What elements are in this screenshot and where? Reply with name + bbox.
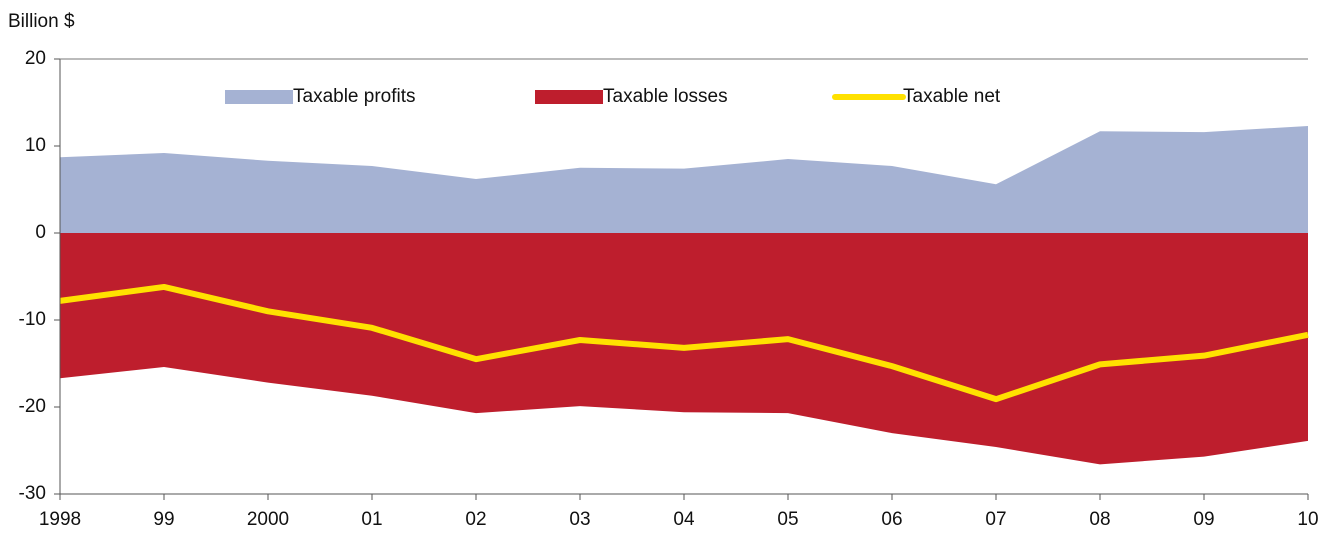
- legend-label: Taxable losses: [603, 86, 728, 107]
- area: [60, 125, 1308, 233]
- x-tick-label: 05: [777, 509, 798, 530]
- x-tick-label: 03: [569, 509, 590, 530]
- y-tick-label: -10: [19, 309, 46, 330]
- y-tick-label: -30: [19, 483, 46, 504]
- x-tick-label: 07: [985, 509, 1006, 530]
- x-tick-label: 02: [465, 509, 486, 530]
- y-tick-label: 0: [35, 222, 46, 243]
- y-tick-label: -20: [19, 396, 46, 417]
- y-axis-label: Billion $: [8, 11, 75, 32]
- y-tick-label: 20: [25, 48, 46, 69]
- legend-swatch: [535, 90, 603, 104]
- x-tick-label: 08: [1089, 509, 1110, 530]
- y-tick-label: 10: [25, 135, 46, 156]
- x-tick-label: 06: [881, 509, 902, 530]
- legend-label: Taxable net: [903, 86, 1001, 107]
- x-tick-label: 1998: [39, 509, 81, 530]
- x-tick-label: 01: [361, 509, 382, 530]
- x-tick-label: 09: [1193, 509, 1214, 530]
- legend-label: Taxable profits: [293, 86, 416, 107]
- legend-swatch: [225, 90, 293, 104]
- x-tick-label: 04: [673, 509, 695, 530]
- x-tick-label: 10: [1297, 509, 1318, 530]
- line: [59, 283, 1309, 403]
- x-tick-label: 99: [153, 509, 174, 530]
- x-tick-label: 2000: [247, 509, 289, 530]
